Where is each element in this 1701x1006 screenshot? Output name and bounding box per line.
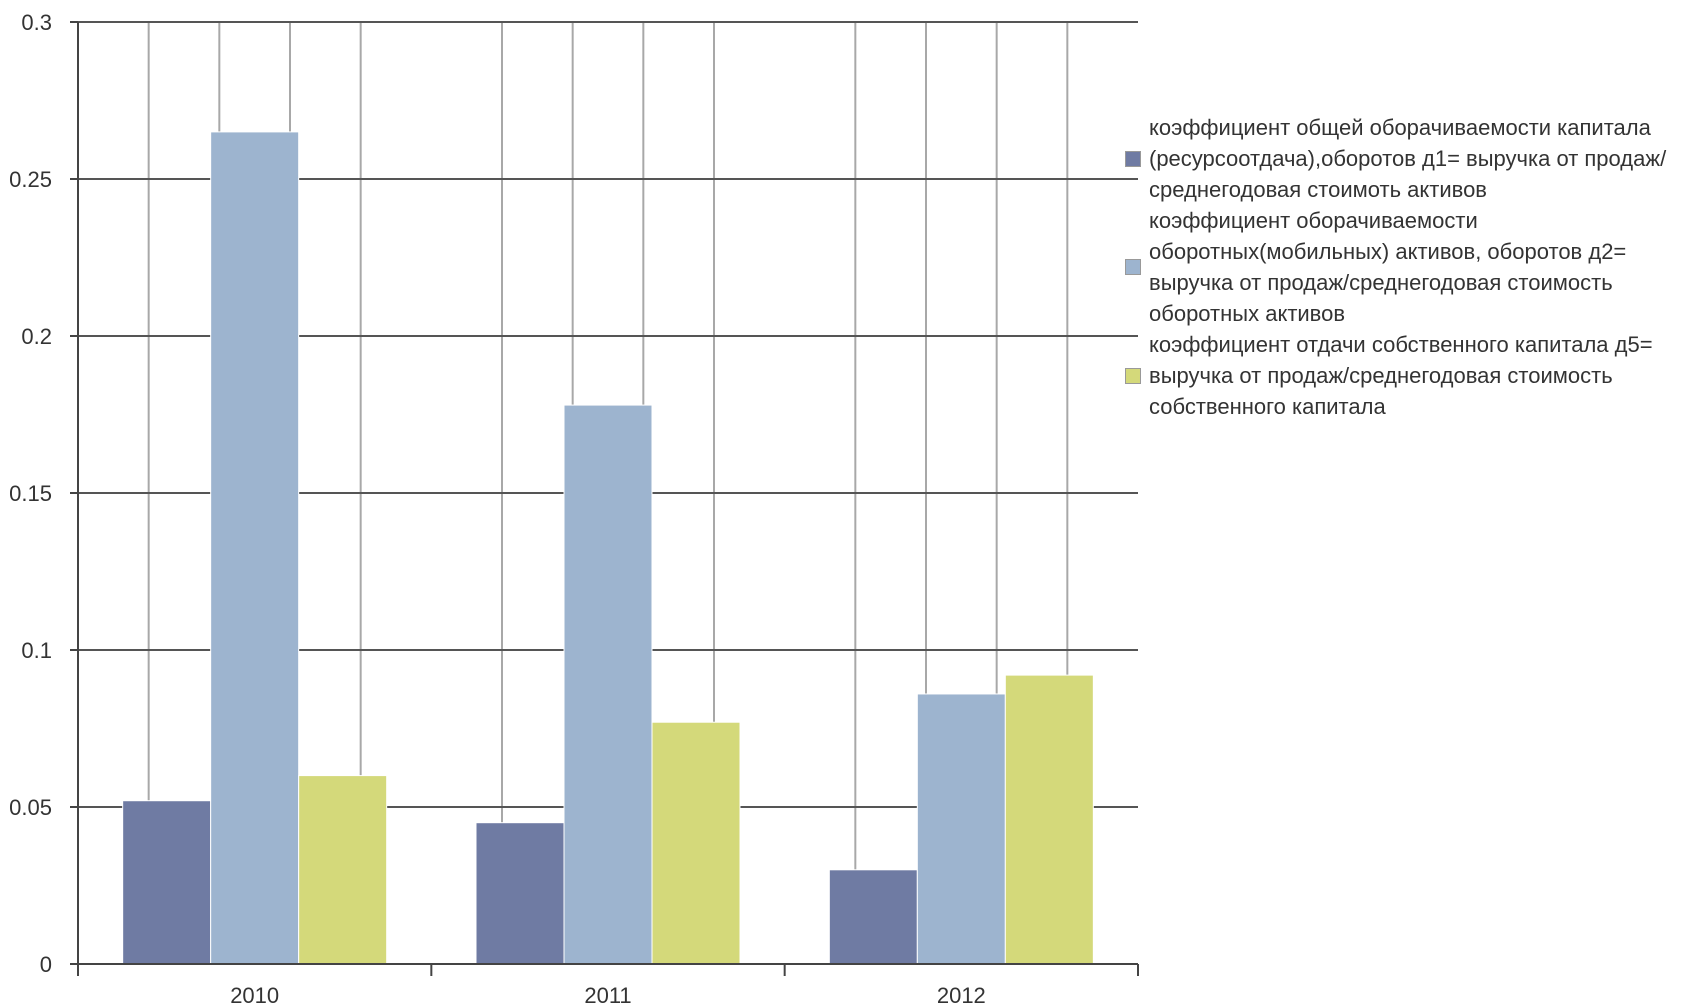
bar-series-3-2011 (651, 721, 741, 965)
bar-series-1-2011 (475, 822, 565, 965)
bar-series-2-2011 (563, 404, 653, 965)
legend-label-series-2: коэффициент оборачиваемости оборотных(мо… (1149, 208, 1627, 326)
y-tick-label: 0.15 (9, 481, 52, 506)
bar-chart: 0 0.05 0.1 0.15 0.2 0.25 0.3 2010 2011 2012 (9, 10, 1139, 1006)
bar-series-2-2012 (916, 693, 1006, 965)
x-tick-label-2011: 2011 (584, 983, 631, 1006)
y-tick-label: 0.25 (9, 167, 52, 192)
y-tick-label: 0.05 (9, 795, 52, 820)
bar-series-3-2012 (1004, 674, 1094, 965)
x-tick-label-2010: 2010 (230, 983, 279, 1006)
legend-item-series-3: коэффициент отдачи собственного капитала… (1125, 329, 1695, 422)
legend-label-series-1: коэффициент общей оборачиваемости капита… (1149, 115, 1667, 202)
legend-swatch-series-1 (1125, 150, 1141, 167)
x-tick-label-2012: 2012 (937, 983, 986, 1006)
bar-series-2-2010 (210, 131, 300, 965)
legend-swatch-series-2 (1125, 259, 1141, 275)
y-tick-label: 0.3 (21, 10, 52, 35)
legend-label-series-3: коэффициент отдачи собственного капитала… (1149, 332, 1653, 419)
bar-series-1-2012 (828, 869, 918, 965)
legend-item-series-2: коэффициент оборачиваемости оборотных(мо… (1125, 205, 1695, 329)
y-tick-label: 0.2 (21, 324, 52, 349)
bar-series-3-2010 (298, 775, 388, 965)
legend-swatch-series-3 (1125, 367, 1141, 384)
bar-series-1-2010 (122, 800, 212, 965)
y-tick-label: 0.1 (21, 638, 52, 663)
y-tick-label: 0 (40, 952, 52, 977)
legend-item-series-1: коэффициент общей оборачиваемости капита… (1125, 112, 1695, 205)
legend: коэффициент общей оборачиваемости капита… (1125, 112, 1695, 422)
